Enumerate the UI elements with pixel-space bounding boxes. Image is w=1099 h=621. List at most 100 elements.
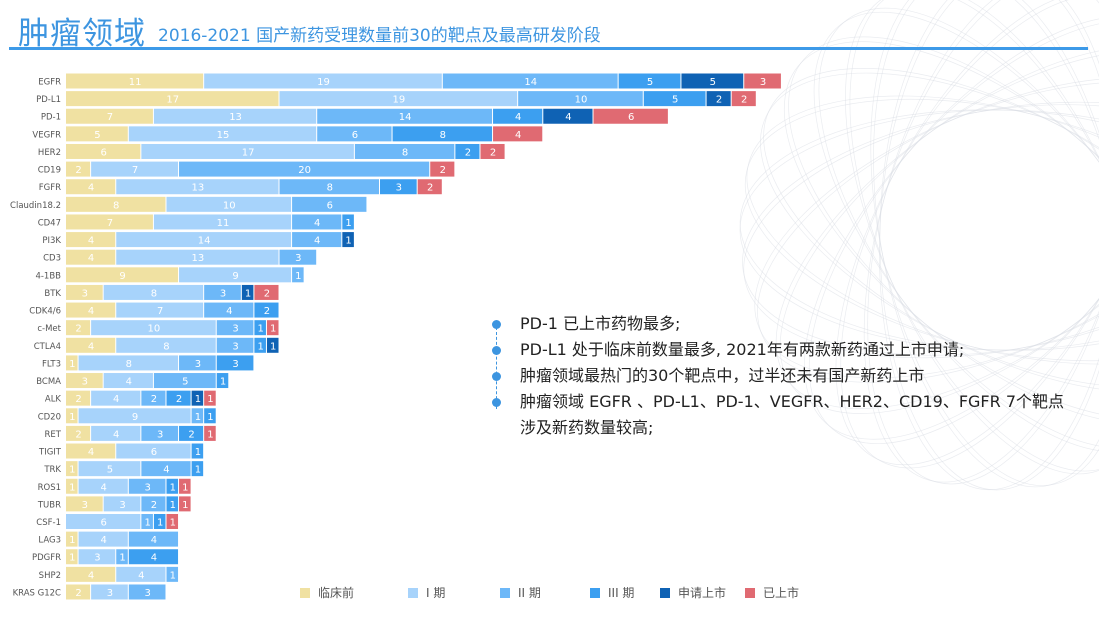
bar-segment: [266, 320, 279, 336]
data-label: 14: [524, 77, 537, 88]
category-label: KRAS G12C: [13, 588, 61, 598]
data-label: 2: [490, 147, 496, 158]
data-label: 4: [100, 535, 106, 546]
bar-segment: [317, 126, 392, 142]
bar-segment: [153, 514, 166, 529]
bar-segment: [204, 302, 254, 318]
bar-segment: [204, 73, 442, 89]
bar-segment: [166, 478, 179, 494]
bar-segment: [116, 337, 216, 353]
bar-segment: [128, 584, 166, 600]
data-label: 2: [264, 306, 270, 317]
bar-segment: [254, 284, 279, 300]
data-label: 3: [295, 253, 301, 264]
bar-segment: [731, 91, 756, 107]
bar-segment: [66, 549, 78, 565]
bar-segment: [204, 425, 216, 441]
data-label: 1: [270, 324, 276, 335]
data-label: 5: [710, 77, 716, 88]
data-label: 4: [226, 306, 232, 317]
data-label: 13: [229, 112, 242, 123]
bar-segment: [204, 408, 216, 424]
legend-label: II 期: [518, 586, 541, 600]
bar-segment: [279, 91, 518, 107]
category-label: TUBR: [37, 500, 61, 510]
data-label: 4: [565, 112, 571, 123]
data-label: 3: [82, 377, 88, 388]
bullet-dot-icon: [492, 320, 501, 329]
bar-segment: [166, 196, 292, 212]
legend-label: 申请上市: [678, 585, 726, 600]
data-label: 5: [182, 377, 188, 388]
bar-segment: [66, 126, 128, 142]
data-label: 7: [157, 306, 163, 317]
category-label: Claudin18.2: [10, 201, 61, 211]
data-label: 3: [157, 429, 163, 440]
data-label: 3: [760, 77, 766, 88]
bar-segment: [141, 390, 166, 406]
category-label: RET: [45, 430, 62, 440]
bar-segment: [543, 108, 593, 124]
bar-segment: [66, 425, 91, 441]
bar-segment: [643, 91, 706, 107]
category-label: ROS1: [38, 483, 61, 493]
data-label: 5: [94, 130, 100, 141]
category-label: BCMA: [36, 377, 61, 387]
data-label: 2: [151, 500, 157, 511]
data-label: 4: [88, 570, 94, 581]
data-label: 8: [327, 183, 333, 194]
data-label: 1: [195, 465, 201, 476]
bar-segment: [78, 408, 191, 424]
bar-segment: [66, 179, 116, 195]
data-label: 3: [82, 288, 88, 299]
bar-segment: [254, 302, 279, 318]
category-label: PD-L1: [36, 95, 61, 105]
bar-segment: [66, 514, 141, 529]
data-label: 3: [220, 288, 226, 299]
data-label: 8: [163, 341, 169, 352]
data-label: 10: [575, 95, 588, 106]
data-label: 14: [198, 236, 211, 247]
data-label: 1: [270, 341, 276, 352]
data-label: 2: [188, 429, 194, 440]
data-label: 1: [207, 429, 213, 440]
data-label: 2: [75, 165, 81, 176]
data-label: 2: [741, 95, 747, 106]
data-label: 4: [88, 183, 94, 194]
data-label: 1: [157, 518, 163, 529]
bar-segment: [681, 73, 744, 89]
category-label: BTK: [44, 289, 61, 299]
category-label: PDGFR: [32, 553, 61, 563]
category-label: LAG3: [38, 536, 61, 546]
bar-segment: [66, 443, 116, 459]
category-label: 4-1BB: [35, 271, 61, 281]
bar-segment: [66, 196, 166, 212]
bullet-dot-icon: [492, 372, 501, 381]
data-label: 1: [257, 324, 263, 335]
bar-segment: [116, 302, 204, 318]
data-label: 2: [427, 183, 433, 194]
bar-segment: [216, 320, 254, 336]
bar-segment: [66, 584, 91, 600]
bar-segment: [204, 284, 241, 300]
data-label: 3: [82, 500, 88, 511]
category-label: CTLA4: [34, 342, 61, 352]
bar-segment: [103, 373, 153, 389]
category-label: CDK4/6: [29, 307, 61, 317]
category-label: HER2: [38, 148, 61, 158]
bar-segment: [66, 214, 153, 230]
data-label: 2: [151, 394, 157, 405]
data-label: 19: [317, 77, 330, 88]
bar-segment: [292, 214, 342, 230]
category-label: PD-1: [41, 113, 61, 123]
bar-segment: [91, 390, 141, 406]
bar-segment: [179, 496, 191, 512]
note-item: 肿瘤领域最热门的30个靶点中，过半还未有国产新药上市: [490, 363, 1070, 389]
bar-segment: [191, 443, 204, 459]
bar-segment: [66, 73, 204, 89]
data-label: 1: [207, 394, 213, 405]
bar-segment: [141, 514, 153, 529]
data-label: 1: [195, 447, 201, 458]
data-label: 5: [107, 465, 113, 476]
data-label: 8: [440, 130, 446, 141]
